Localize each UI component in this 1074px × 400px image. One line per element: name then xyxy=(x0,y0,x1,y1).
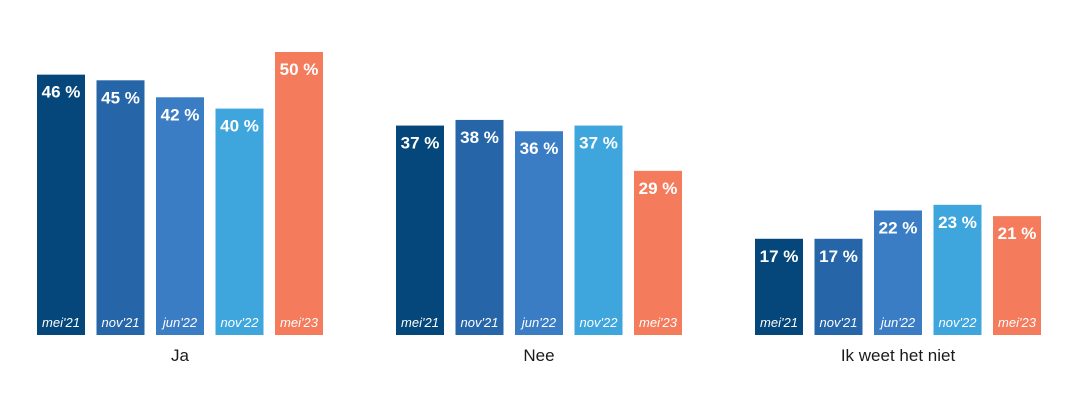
bar-value-label: 38 % xyxy=(460,128,499,147)
bar-value-label: 21 % xyxy=(998,224,1037,243)
bar-value-label: 40 % xyxy=(220,117,259,136)
bar-value-label: 46 % xyxy=(42,83,81,102)
bar-period-label: mei'23 xyxy=(280,315,319,330)
bar xyxy=(515,131,563,335)
bar xyxy=(275,52,323,335)
bar-period-label: nov'21 xyxy=(461,315,499,330)
bar-period-label: nov'22 xyxy=(221,315,260,330)
bar xyxy=(993,216,1041,335)
bar-period-label: nov'22 xyxy=(939,315,978,330)
bar xyxy=(933,204,982,335)
bar-value-label: 37 % xyxy=(579,134,618,153)
bar-value-label: 42 % xyxy=(161,105,200,124)
bar xyxy=(755,238,803,335)
bar-period-label: nov'21 xyxy=(820,315,858,330)
category-label: Ja xyxy=(171,346,190,365)
bar-value-label: 23 % xyxy=(938,213,977,232)
bar-period-label: jun'22 xyxy=(161,315,198,330)
bar-value-label: 50 % xyxy=(280,60,319,79)
category-label: Ik weet het niet xyxy=(841,346,956,365)
bar xyxy=(455,119,504,335)
bar-period-label: mei'21 xyxy=(42,315,80,330)
bar-period-label: nov'22 xyxy=(580,315,619,330)
bar-period-label: nov'21 xyxy=(102,315,140,330)
bar-value-label: 37 % xyxy=(401,134,440,153)
bar xyxy=(396,125,444,335)
bar xyxy=(634,170,682,335)
bar-value-label: 22 % xyxy=(879,218,918,237)
bar-period-label: mei'21 xyxy=(760,315,798,330)
bar-period-label: mei'21 xyxy=(401,315,439,330)
bar xyxy=(814,238,863,335)
bar xyxy=(96,80,145,335)
bar-value-label: 17 % xyxy=(819,247,858,266)
bar-value-label: 45 % xyxy=(101,88,140,107)
bar xyxy=(156,97,204,335)
bar-period-label: jun'22 xyxy=(879,315,916,330)
bar xyxy=(574,125,623,335)
bar-group: 37 % mei'21 38 % nov'21 36 % jun'22 37 % nov'22… xyxy=(396,119,682,365)
bar xyxy=(37,74,85,335)
bar-period-label: mei'23 xyxy=(998,315,1037,330)
bar-period-label: jun'22 xyxy=(520,315,557,330)
bar-value-label: 17 % xyxy=(760,247,799,266)
bar-group: 46 % mei'21 45 % nov'21 42 % jun'22 40 % nov'22… xyxy=(37,52,323,365)
category-label: Nee xyxy=(523,346,554,365)
bar xyxy=(874,210,922,335)
bar-group: 17 % mei'21 17 % nov'21 22 % jun'22 23 % nov'22… xyxy=(755,204,1041,365)
bar-period-label: mei'23 xyxy=(639,315,678,330)
bar xyxy=(215,108,264,335)
bar-value-label: 36 % xyxy=(520,139,559,158)
bar-value-label: 29 % xyxy=(639,179,678,198)
